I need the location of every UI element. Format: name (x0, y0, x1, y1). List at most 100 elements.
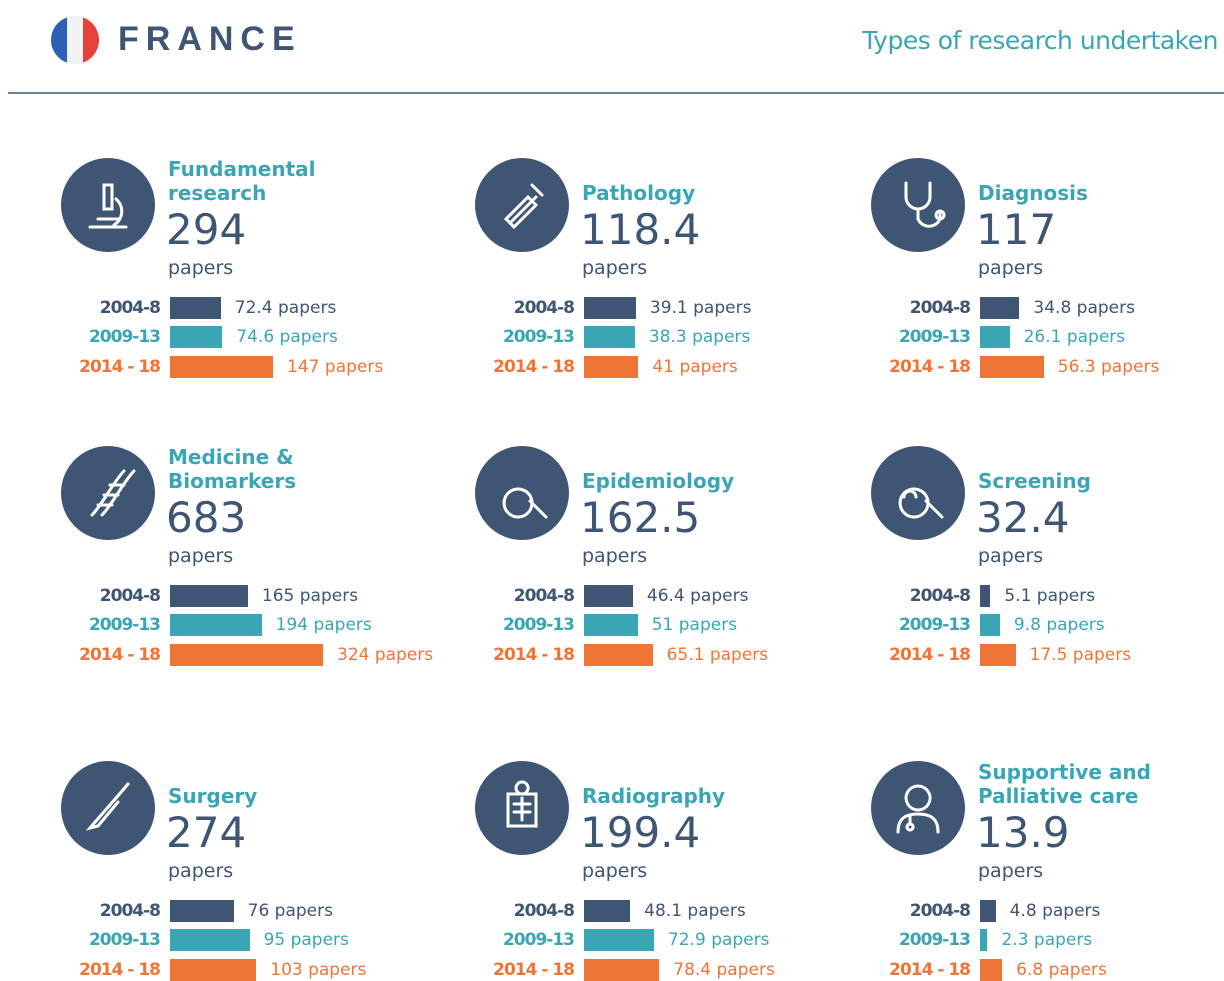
icon (61, 446, 155, 540)
bar (584, 356, 639, 378)
bar (980, 585, 991, 607)
bar (584, 959, 660, 981)
total: 32.4 (976, 493, 1070, 542)
bar (980, 929, 988, 951)
category-label: 2009-13 (88, 327, 161, 347)
bar (170, 326, 223, 348)
value-label: 46.4 papers (646, 586, 749, 606)
value-label: 4.8 papers (1009, 901, 1101, 921)
panel-title: Pathology (582, 181, 696, 205)
value-label: 34.8 papers (1033, 298, 1135, 318)
bar (170, 644, 323, 666)
total: 118.4 (580, 205, 701, 254)
value-label: 6.8 papers (1016, 960, 1107, 980)
value-label: 17.5 papers (1029, 645, 1132, 665)
category-label: 2009-13 (898, 327, 971, 347)
bar (170, 356, 274, 378)
total: 683 (166, 493, 247, 542)
category-label: 2009-13 (898, 615, 971, 635)
category-label: 2009-13 (502, 615, 575, 635)
panel-title: Radiography (582, 784, 726, 808)
value-label: 147 papers (287, 357, 384, 377)
country: FRANCE (118, 20, 302, 58)
category-label: 2004-8 (513, 298, 575, 318)
bar (170, 297, 221, 319)
value-label: 38.3 papers (648, 327, 751, 347)
bar (584, 297, 636, 319)
bar (584, 644, 653, 666)
category-label: 2004-8 (99, 901, 161, 921)
icon (475, 446, 569, 540)
category-label: 2004-8 (99, 586, 161, 606)
bar (980, 614, 1000, 636)
icon (871, 158, 965, 252)
bar (980, 900, 996, 922)
category-label: 2014 - 18 (79, 960, 161, 980)
total: 162.5 (580, 493, 701, 542)
value-label: 48.1 papers (644, 901, 746, 921)
category-label: 2004-8 (909, 298, 971, 318)
unit: papers (582, 860, 648, 882)
bar (980, 356, 1044, 378)
bar (170, 900, 234, 922)
bar (170, 959, 257, 981)
unit: papers (168, 545, 234, 567)
value-label: 56.3 papers (1057, 357, 1160, 377)
icons (61, 158, 965, 855)
category-label: 2009-13 (88, 930, 161, 950)
bar (980, 644, 1016, 666)
subtitle: Types of research undertaken (862, 26, 1218, 55)
icon (871, 761, 965, 855)
icon (61, 158, 155, 252)
value-label: 74.6 papers (236, 327, 338, 347)
panel-title: Fundamental research (168, 157, 316, 205)
value-label: 324 papers (337, 645, 434, 665)
bar (584, 929, 654, 951)
icon (475, 158, 569, 252)
value-label: 78.4 papers (673, 960, 775, 980)
category-label: 2014 - 18 (493, 357, 575, 377)
value-label: 194 papers (275, 615, 372, 635)
value-label: 103 papers (270, 960, 367, 980)
category-label: 2004-8 (513, 901, 575, 921)
bar (584, 326, 635, 348)
unit: papers (978, 257, 1044, 279)
icon (61, 761, 155, 855)
bar (170, 929, 250, 951)
panel-title: Supportive and Palliative care (978, 760, 1151, 808)
value-label: 165 papers (261, 586, 359, 606)
unit: papers (168, 860, 234, 882)
category-label: 2014 - 18 (889, 357, 971, 377)
bar (170, 614, 262, 636)
category-label: 2014 - 18 (889, 960, 971, 980)
panel-title: Surgery (168, 784, 258, 808)
bar (584, 900, 631, 922)
value-label: 9.8 papers (1013, 615, 1105, 635)
panel-title: Diagnosis (978, 181, 1088, 205)
value-label: 51 papers (651, 615, 738, 635)
total: 274 (166, 808, 247, 857)
category-label: 2014 - 18 (889, 645, 971, 665)
category-label: 2014 - 18 (493, 645, 575, 665)
total: 199.4 (580, 808, 701, 857)
unit: papers (168, 257, 234, 279)
category-label: 2009-13 (88, 615, 161, 635)
value-label: 72.4 papers (234, 298, 337, 318)
panel-title: Medicine & Biomarkers (168, 445, 297, 493)
icon (475, 761, 569, 855)
category-label: 2004-8 (909, 901, 971, 921)
bar (980, 326, 1010, 348)
panel-title: Screening (978, 469, 1091, 493)
bar (584, 585, 633, 607)
value-label: 26.1 papers (1023, 327, 1126, 347)
bar (980, 959, 1003, 981)
value-label: 39.1 papers (649, 298, 752, 318)
category-label: 2014 - 18 (493, 960, 575, 980)
total: 13.9 (976, 808, 1070, 857)
category-label: 2004-8 (909, 586, 971, 606)
category-label: 2009-13 (502, 327, 575, 347)
category-label: 2009-13 (898, 930, 971, 950)
category-label: 2004-8 (99, 298, 161, 318)
unit: papers (582, 545, 648, 567)
